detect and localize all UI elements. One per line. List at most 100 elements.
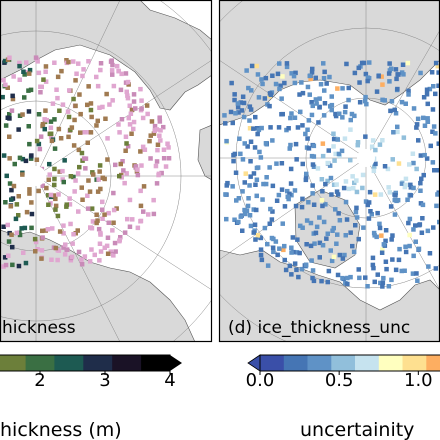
uncertainty-cell	[386, 185, 391, 190]
uncertainty-cell	[293, 141, 299, 147]
ice-thickness-cell	[54, 87, 59, 92]
ice-thickness-cell	[110, 62, 115, 68]
uncertainty-cell	[399, 181, 405, 186]
ice-thickness-cell	[20, 112, 25, 117]
uncertainty-cell	[290, 235, 296, 240]
ice-thickness-cell	[161, 156, 167, 161]
uncertainty-cell	[268, 92, 274, 98]
uncertainty-cell	[242, 141, 247, 146]
uncertainty-cell	[344, 217, 350, 222]
uncertainty-cell	[252, 222, 258, 227]
ice-thickness-cell	[158, 138, 163, 143]
uncertainty-cell	[406, 92, 411, 97]
ice-thickness-cell	[89, 206, 95, 211]
uncertainty-cell	[329, 94, 334, 99]
uncertainty-cell	[293, 203, 299, 209]
ice-thickness-cell	[95, 218, 100, 223]
uncertainty-cell	[341, 185, 347, 191]
ice-thickness-cell	[88, 130, 94, 135]
ice-thickness-cell	[156, 172, 161, 178]
ice-thickness-cell	[138, 149, 143, 154]
uncertainty-cell	[340, 275, 345, 281]
ice-thickness-cell	[0, 94, 5, 100]
ice-thickness-cell	[26, 88, 31, 93]
ice-thickness-cell	[36, 70, 42, 76]
uncertainty-cell	[348, 117, 353, 123]
uncertainty-cell	[337, 111, 342, 116]
ice-thickness-cell	[73, 103, 78, 109]
left-map-panel: hickness	[0, 0, 213, 343]
uncertainty-cell	[284, 61, 290, 66]
ice-thickness-cell	[113, 249, 118, 254]
uncertainty-cell	[304, 218, 310, 223]
uncertainty-cell	[395, 129, 400, 135]
uncertainty-cell	[356, 65, 361, 71]
ice-thickness-cell	[110, 98, 115, 103]
uncertainty-cell	[228, 109, 234, 115]
uncertainty-cell	[238, 100, 243, 105]
uncertainty-cell	[312, 241, 317, 246]
uncertainty-cell	[320, 243, 326, 248]
uncertainty-cell	[289, 245, 294, 250]
ice-thickness-cell	[92, 252, 97, 258]
uncertainty-cell	[287, 263, 293, 269]
uncertainty-cell	[323, 181, 328, 187]
uncertainty-cell	[277, 86, 282, 92]
ice-thickness-cell	[48, 125, 54, 130]
ice-thickness-cell	[43, 79, 49, 84]
colorbar-segment	[141, 355, 171, 371]
uncertainty-cell	[434, 168, 440, 173]
ice-thickness-cell	[47, 131, 53, 137]
ice-thickness-cell	[43, 64, 49, 69]
ice-thickness-cell	[119, 71, 124, 77]
ice-thickness-cell	[27, 141, 32, 147]
ice-thickness-cell	[12, 161, 17, 167]
uncertainty-cell	[387, 190, 393, 195]
uncertainty-cell	[270, 183, 276, 189]
uncertainty-cell	[316, 120, 321, 125]
uncertainty-cell	[251, 171, 257, 176]
ice-thickness-cell	[146, 212, 151, 217]
ice-thickness-cell	[34, 138, 40, 144]
colorbar-tick-label: 2	[34, 370, 45, 391]
uncertainty-cell	[418, 153, 424, 158]
uncertainty-cell	[410, 151, 416, 156]
uncertainty-cell	[287, 146, 292, 151]
uncertainty-cell	[237, 136, 242, 141]
uncertainty-cell	[345, 275, 350, 281]
ice-thickness-cell	[16, 127, 21, 132]
ice-thickness-cell	[50, 101, 56, 106]
uncertainty-cell	[407, 243, 412, 249]
ice-thickness-cell	[9, 187, 14, 193]
uncertainty-cell	[292, 80, 298, 86]
uncertainty-cell	[313, 97, 319, 102]
ice-thickness-cell	[16, 194, 21, 199]
ice-thickness-cell	[163, 164, 169, 169]
uncertainty-cell	[363, 71, 369, 77]
ice-thickness-cell	[35, 247, 40, 252]
uncertainty-cell	[259, 125, 264, 131]
uncertainty-cell	[248, 159, 253, 164]
uncertainty-cell	[393, 193, 398, 198]
uncertainty-cell	[304, 242, 309, 247]
uncertainty-cell	[403, 249, 409, 255]
uncertainty-cell	[419, 176, 424, 181]
ice-thickness-cell	[149, 119, 155, 124]
ice-thickness-cell	[139, 106, 144, 111]
left-colorbar: 2 3 4	[0, 354, 182, 391]
uncertainty-cell	[328, 175, 334, 181]
uncertainty-cell	[235, 101, 241, 106]
uncertainty-cell	[359, 60, 365, 66]
ice-thickness-cell	[10, 96, 16, 102]
uncertainty-cell	[325, 279, 330, 285]
uncertainty-cell	[269, 235, 275, 241]
uncertainty-cell	[275, 71, 281, 77]
uncertainty-cell	[280, 74, 285, 79]
uncertainty-cell	[414, 166, 419, 172]
uncertainty-cell	[317, 96, 322, 101]
uncertainty-cell	[331, 144, 336, 149]
ice-thickness-cell	[53, 196, 58, 202]
ice-thickness-cell	[45, 193, 51, 198]
ice-thickness-cell	[122, 180, 127, 186]
uncertainty-cell	[374, 234, 379, 240]
